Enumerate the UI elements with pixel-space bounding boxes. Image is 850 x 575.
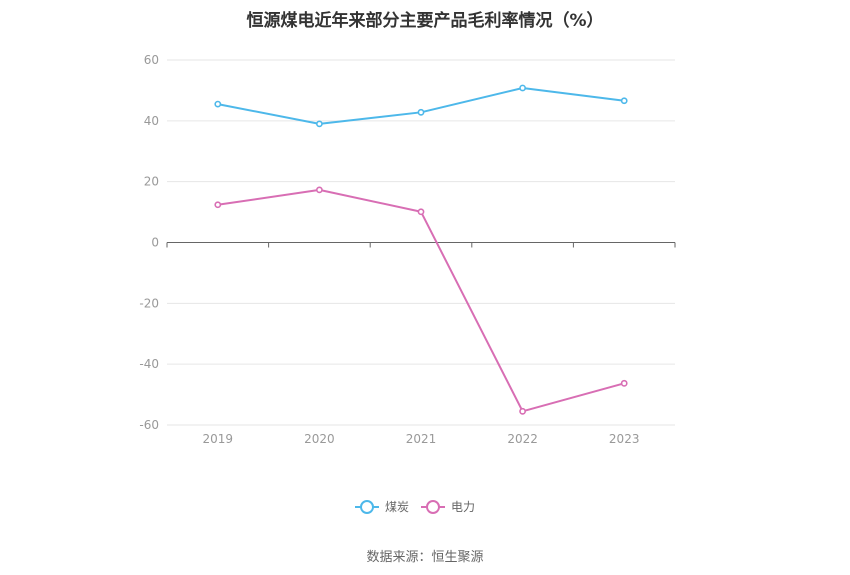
y-tick-label: 40	[144, 114, 159, 128]
x-tick-label: 2023	[609, 432, 640, 446]
data-point	[620, 379, 628, 387]
axis-layer: 60 40 20 0 -20 -40 -60 2019 2020 2021 2022 2023	[139, 53, 676, 446]
data-point	[315, 120, 323, 128]
chart-title: 恒源煤电近年来部分主要产品毛利率情况（%）	[246, 11, 604, 31]
series-line-1	[217, 86, 625, 125]
x-tick-label: 2019	[203, 432, 234, 446]
y-tick-label: -60	[139, 418, 159, 432]
y-tick-label: 20	[144, 175, 159, 189]
legend-swatch-marker	[426, 500, 440, 514]
y-tick-label: 0	[151, 236, 159, 250]
data-point	[214, 100, 222, 108]
data-point	[417, 108, 425, 116]
x-tick-label: 2021	[406, 432, 437, 446]
data-point	[519, 84, 526, 92]
y-tick-label: -20	[139, 296, 159, 310]
legend-label: 电力	[451, 500, 475, 514]
y-tick-label: 60	[144, 53, 159, 67]
series-layer	[214, 84, 628, 415]
data-point	[417, 208, 425, 216]
x-tick-label: 2020	[304, 432, 335, 446]
y-tick-label: -40	[139, 357, 159, 371]
source-note: 数据来源：恒生聚源	[366, 550, 484, 565]
legend: 煤炭 电力	[355, 500, 475, 514]
series-line-2	[217, 188, 625, 413]
x-tick-label: 2022	[507, 432, 538, 446]
legend-swatch-marker	[360, 500, 374, 514]
grid-layer	[167, 59, 675, 426]
data-point	[620, 97, 628, 105]
data-point	[214, 201, 222, 209]
legend-label: 煤炭	[385, 500, 409, 514]
data-point	[315, 186, 323, 194]
data-point	[519, 407, 526, 415]
